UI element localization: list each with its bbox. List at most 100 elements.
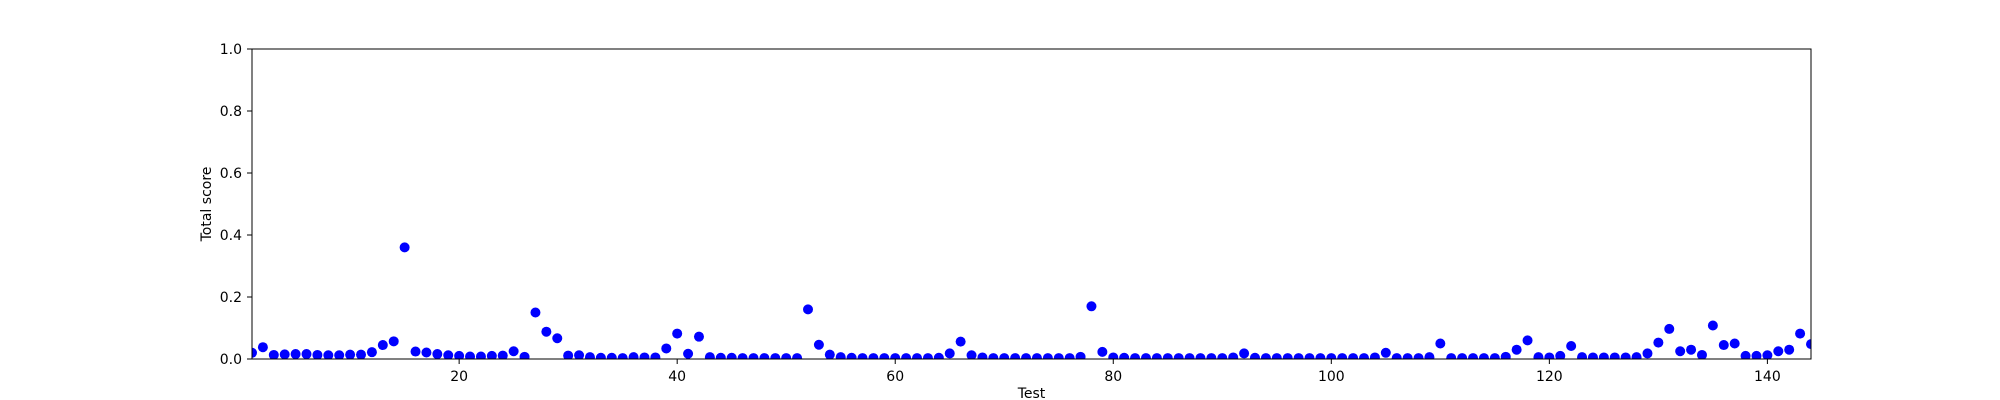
y-tick-label: 0.2 bbox=[220, 290, 242, 306]
data-point bbox=[912, 353, 923, 359]
data-point bbox=[475, 351, 486, 359]
data-point bbox=[1686, 344, 1697, 355]
data-point bbox=[1282, 353, 1293, 359]
data-point bbox=[1522, 335, 1533, 346]
data-point bbox=[1413, 353, 1424, 359]
data-point bbox=[1173, 353, 1184, 359]
data-point bbox=[1740, 350, 1751, 359]
data-point bbox=[1424, 352, 1435, 359]
data-point bbox=[1217, 353, 1228, 359]
data-point bbox=[1348, 353, 1359, 359]
data-point bbox=[617, 353, 628, 359]
data-point bbox=[792, 353, 803, 359]
data-point bbox=[1053, 353, 1064, 359]
data-point bbox=[519, 351, 530, 359]
data-point bbox=[541, 326, 552, 337]
data-point bbox=[1489, 353, 1500, 359]
data-point bbox=[1718, 340, 1729, 351]
data-point bbox=[1228, 352, 1239, 359]
data-point bbox=[432, 349, 443, 359]
data-point bbox=[1762, 350, 1773, 359]
data-point bbox=[1729, 338, 1740, 349]
data-point bbox=[552, 333, 563, 344]
data-point bbox=[563, 350, 574, 359]
data-point bbox=[1511, 344, 1522, 355]
data-point bbox=[1271, 353, 1282, 359]
plot-frame bbox=[251, 48, 1812, 360]
data-point bbox=[1151, 353, 1162, 359]
y-tick-label: 1.0 bbox=[220, 42, 242, 58]
data-point bbox=[1751, 350, 1762, 359]
data-point bbox=[977, 352, 988, 359]
data-point bbox=[421, 347, 432, 358]
data-point bbox=[1806, 339, 1811, 350]
data-point bbox=[1239, 348, 1250, 359]
data-point bbox=[661, 343, 672, 354]
x-tick-label: 40 bbox=[668, 369, 686, 385]
data-point bbox=[1195, 353, 1206, 359]
data-point bbox=[1707, 320, 1718, 331]
data-point bbox=[933, 352, 944, 359]
data-point bbox=[1293, 353, 1304, 359]
data-point bbox=[465, 351, 476, 359]
y-axis-label: Total score bbox=[199, 167, 215, 243]
data-point bbox=[257, 342, 268, 353]
data-point bbox=[252, 347, 257, 358]
x-tick-label: 60 bbox=[886, 369, 904, 385]
data-point bbox=[781, 353, 792, 359]
data-point bbox=[1533, 352, 1544, 359]
data-point bbox=[1369, 352, 1380, 359]
x-tick-label: 100 bbox=[1318, 369, 1345, 385]
data-point bbox=[1457, 353, 1468, 359]
data-point bbox=[1391, 353, 1402, 359]
data-point bbox=[606, 352, 617, 359]
data-point bbox=[410, 346, 421, 357]
data-point bbox=[693, 331, 704, 342]
data-point bbox=[301, 349, 312, 359]
data-point bbox=[1544, 352, 1555, 359]
data-point bbox=[1577, 352, 1588, 359]
x-axis: 20 40 60 80 100 120 140 bbox=[450, 359, 1781, 385]
data-point bbox=[497, 350, 508, 359]
data-point bbox=[1206, 353, 1217, 359]
data-point bbox=[835, 352, 846, 359]
data-point bbox=[1162, 353, 1173, 359]
y-tick-label: 0.8 bbox=[220, 104, 242, 120]
data-point bbox=[530, 307, 541, 318]
data-point bbox=[366, 347, 377, 358]
data-point bbox=[1108, 352, 1119, 359]
data-point bbox=[1260, 353, 1271, 359]
data-point bbox=[1042, 353, 1053, 359]
data-point bbox=[1359, 353, 1370, 359]
data-point bbox=[290, 349, 301, 359]
data-point bbox=[356, 349, 367, 359]
data-point bbox=[770, 353, 781, 359]
data-point bbox=[1446, 353, 1457, 359]
data-point bbox=[890, 353, 901, 359]
data-point bbox=[1642, 348, 1653, 359]
data-points bbox=[252, 242, 1811, 359]
data-point bbox=[312, 349, 323, 359]
data-point bbox=[1631, 352, 1642, 359]
data-point bbox=[1184, 353, 1195, 359]
data-point bbox=[1587, 352, 1598, 359]
data-point bbox=[737, 353, 748, 359]
data-point bbox=[377, 340, 388, 351]
data-point bbox=[1402, 353, 1413, 359]
data-point bbox=[955, 336, 966, 347]
data-point bbox=[879, 353, 890, 359]
data-point bbox=[813, 339, 824, 350]
data-point bbox=[704, 352, 715, 359]
data-point bbox=[584, 352, 595, 359]
data-point bbox=[268, 349, 279, 359]
data-point bbox=[1304, 353, 1315, 359]
data-point bbox=[454, 350, 465, 359]
data-point bbox=[1021, 353, 1032, 359]
data-point bbox=[399, 242, 410, 253]
data-point bbox=[1086, 301, 1097, 312]
data-point bbox=[803, 304, 814, 315]
y-axis: 0.0 0.2 0.4 0.6 0.8 1.0 bbox=[220, 42, 252, 368]
data-point bbox=[1795, 328, 1806, 339]
data-point bbox=[1478, 353, 1489, 359]
